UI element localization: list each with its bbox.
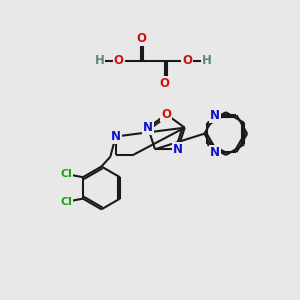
Text: O: O xyxy=(182,54,192,67)
Text: H: H xyxy=(94,54,104,67)
Text: N: N xyxy=(143,121,153,134)
Text: N: N xyxy=(210,146,220,159)
Text: O: O xyxy=(160,76,170,90)
Text: Cl: Cl xyxy=(60,169,72,179)
Text: O: O xyxy=(114,54,124,67)
Text: N: N xyxy=(173,143,183,156)
Text: N: N xyxy=(210,109,220,122)
Text: N: N xyxy=(111,130,121,143)
Text: H: H xyxy=(202,54,212,67)
Text: Cl: Cl xyxy=(60,196,72,207)
Text: O: O xyxy=(136,32,146,45)
Text: O: O xyxy=(161,108,171,121)
